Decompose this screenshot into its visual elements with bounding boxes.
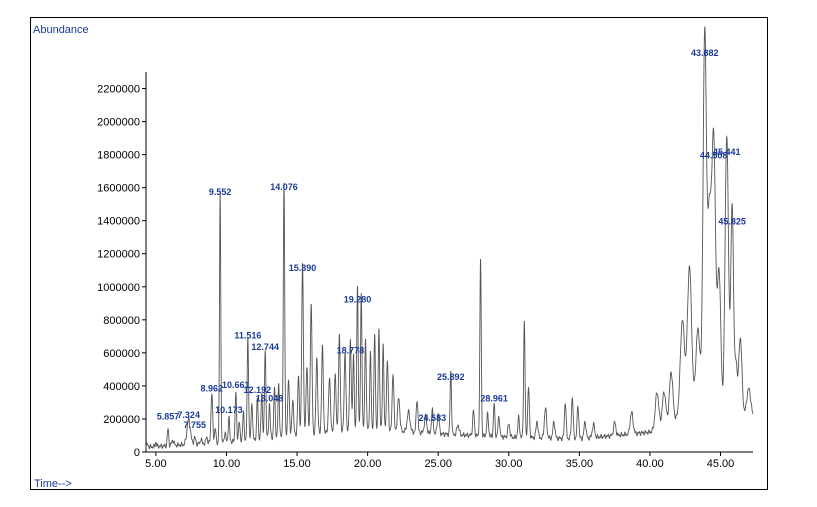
x-tick-label: 40.00	[636, 458, 664, 470]
peak-label: 8.962	[201, 383, 224, 393]
peak-label: 10.661	[222, 380, 250, 390]
peak-label: 18.778	[337, 345, 365, 355]
peak-label: 12.192	[244, 385, 272, 395]
x-tick-label: 10.00	[213, 458, 241, 470]
peak-label: 13.048	[256, 393, 284, 403]
x-tick-label: 30.00	[495, 458, 523, 470]
y-tick-label: 1000000	[97, 282, 140, 294]
peak-label: 43.882	[691, 48, 719, 58]
series	[145, 25, 754, 450]
y-tick-label: 1200000	[97, 249, 140, 261]
peak-label: 9.552	[209, 187, 232, 197]
x-tick-label: 15.00	[283, 458, 311, 470]
y-tick-label: 600000	[103, 348, 140, 360]
x-tick-label: 20.00	[354, 458, 382, 470]
peak-label: 44.508	[700, 151, 728, 161]
y-tick-label: 2000000	[97, 117, 140, 129]
x-tick-label: 45.00	[707, 458, 735, 470]
peak-label: 15.390	[289, 263, 317, 273]
y-tick-label: 1400000	[97, 216, 140, 228]
peak-label: 25.892	[437, 372, 465, 382]
peak-label: 24.583	[419, 413, 447, 423]
y-tick-label: 2200000	[97, 84, 140, 96]
peak-label: 12.744	[251, 342, 279, 352]
peak-label: 10.173	[215, 405, 243, 415]
x-tick-label: 5.00	[145, 458, 166, 470]
chart-frame	[30, 17, 768, 490]
peak-label: 5.857	[157, 412, 180, 422]
y-tick-label: 1800000	[97, 150, 140, 162]
peak-label: 11.516	[234, 331, 261, 341]
peak-label: 7.324	[177, 410, 200, 420]
peak-label: 28.961	[480, 393, 508, 403]
y-tick-label: 200000	[103, 414, 140, 426]
tic-trace	[145, 25, 754, 450]
x-tick-label: 35.00	[566, 458, 594, 470]
peak-label: 45.825	[718, 217, 746, 227]
peak-label: 19.280	[344, 294, 372, 304]
y-tick-label: 0	[134, 447, 140, 459]
peak-label: 14.076	[270, 182, 298, 192]
axes: 0 200000 400000 600000 800000 1000000 1200000 1…	[97, 72, 753, 470]
peak-label: 7.755	[184, 420, 207, 430]
y-tick-label: 1600000	[97, 183, 140, 195]
peak-label: 45.441	[713, 147, 741, 157]
y-axis-label: Abundance	[33, 24, 89, 36]
y-tick-label: 800000	[103, 315, 140, 327]
x-tick-label: 25.00	[424, 458, 452, 470]
x-axis-label: Time-->	[34, 478, 72, 490]
y-tick-label: 400000	[103, 381, 140, 393]
